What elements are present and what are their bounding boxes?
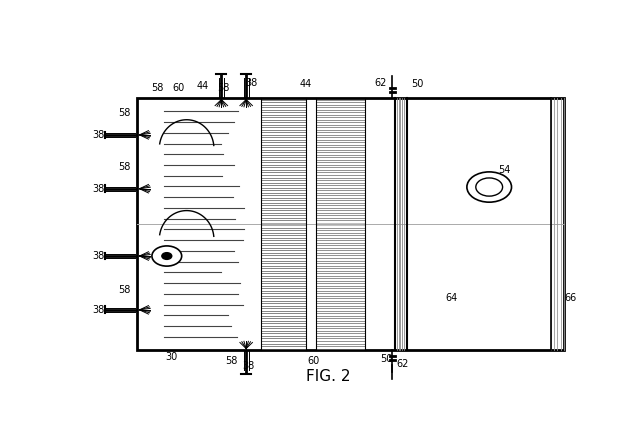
Text: 60: 60: [307, 356, 319, 366]
Text: 58: 58: [150, 83, 163, 93]
Text: 38: 38: [245, 78, 257, 88]
Text: 58: 58: [118, 284, 131, 295]
Text: 64: 64: [446, 293, 458, 303]
Text: 50: 50: [380, 354, 392, 364]
Text: 50: 50: [411, 80, 424, 90]
Text: 38: 38: [93, 305, 105, 315]
Text: 38: 38: [93, 251, 105, 261]
Text: FIG. 2: FIG. 2: [306, 369, 350, 384]
Text: 58: 58: [218, 83, 230, 93]
Text: 58: 58: [225, 356, 237, 366]
Circle shape: [162, 253, 172, 260]
Text: 30: 30: [166, 352, 178, 362]
Text: 62: 62: [396, 359, 408, 369]
Bar: [137, 98, 564, 350]
Text: 38: 38: [93, 130, 105, 140]
Text: 38: 38: [243, 361, 255, 371]
Circle shape: [467, 172, 511, 202]
Text: 54: 54: [498, 165, 510, 175]
Text: 58: 58: [118, 108, 131, 118]
Text: 44: 44: [300, 80, 312, 90]
Text: 66: 66: [564, 293, 576, 303]
Text: 38: 38: [93, 184, 105, 194]
Text: 60: 60: [172, 83, 184, 93]
Circle shape: [476, 178, 502, 196]
Text: 44: 44: [197, 81, 209, 91]
Circle shape: [152, 246, 182, 266]
Text: 58: 58: [118, 162, 131, 172]
Text: 62: 62: [374, 78, 387, 88]
